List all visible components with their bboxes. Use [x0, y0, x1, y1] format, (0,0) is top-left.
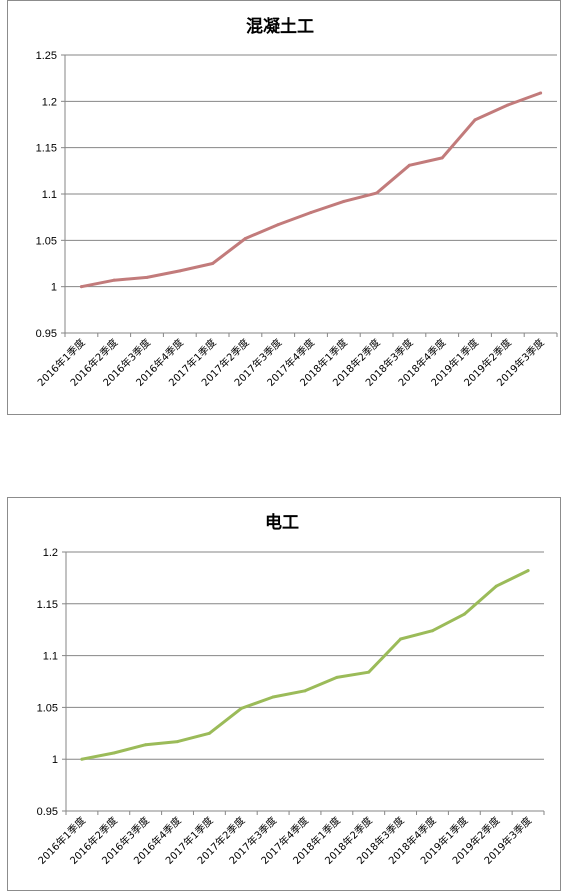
- data-point: [112, 751, 116, 755]
- data-point: [276, 223, 280, 227]
- y-tick-label: 1.2: [43, 547, 58, 559]
- data-point: [145, 275, 149, 279]
- chart-panel-electrician: 电工 0.95 1 1.05 1.1 1.15 1.2 2016年1季度 2016年2季度 201…: [7, 497, 561, 891]
- data-point: [440, 156, 444, 160]
- y-tick-label: 1.25: [36, 50, 57, 62]
- y-tick-label: 0.95: [36, 328, 57, 340]
- data-point: [271, 695, 275, 699]
- data-point: [473, 118, 477, 122]
- data-point: [309, 211, 313, 215]
- chart-panel-concrete-worker: 混凝土工 0.95 1 1.05 1.1 1.15 1.2 1.25 2016年1季度 2016年…: [7, 0, 561, 415]
- y-tick-label: 1.1: [42, 189, 57, 201]
- data-point: [239, 706, 243, 710]
- data-point: [462, 612, 466, 616]
- data-point: [80, 757, 84, 761]
- line-chart-concrete-worker: 混凝土工0.9511.051.11.151.21.252016年1季度2016年…: [35, 16, 558, 389]
- data-point: [303, 689, 307, 693]
- y-tick-label: 1: [52, 754, 58, 766]
- chart-title: 混凝土工: [246, 16, 314, 37]
- y-tick-label: 1.15: [37, 599, 58, 611]
- data-point: [367, 670, 371, 674]
- data-point: [526, 569, 530, 573]
- data-point: [79, 285, 83, 289]
- data-point: [144, 743, 148, 747]
- y-tick-label: 1.2: [42, 96, 57, 108]
- data-point: [112, 278, 116, 282]
- y-tick-label: 1.15: [36, 143, 57, 155]
- data-point: [430, 629, 434, 633]
- data-point: [494, 584, 498, 588]
- chart-title: 电工: [265, 512, 299, 533]
- data-point: [375, 191, 379, 195]
- series-line: [80, 569, 530, 761]
- data-point: [335, 675, 339, 679]
- y-tick-label: 1.1: [43, 651, 58, 663]
- y-tick-label: 1.05: [37, 702, 58, 714]
- data-point: [506, 103, 510, 107]
- data-point: [539, 91, 543, 95]
- y-tick-label: 1.05: [36, 235, 57, 247]
- series-line: [79, 91, 543, 289]
- data-point: [207, 731, 211, 735]
- y-tick-label: 0.95: [37, 806, 58, 818]
- data-point: [399, 637, 403, 641]
- y-tick-label: 1: [51, 282, 57, 294]
- data-point: [407, 163, 411, 167]
- data-point: [243, 236, 247, 240]
- data-point: [342, 199, 346, 203]
- line-chart-electrician: 电工0.9511.051.11.151.22016年1季度2016年2季度201…: [35, 512, 545, 867]
- data-point: [176, 740, 180, 744]
- data-point: [178, 269, 182, 273]
- data-point: [211, 262, 215, 265]
